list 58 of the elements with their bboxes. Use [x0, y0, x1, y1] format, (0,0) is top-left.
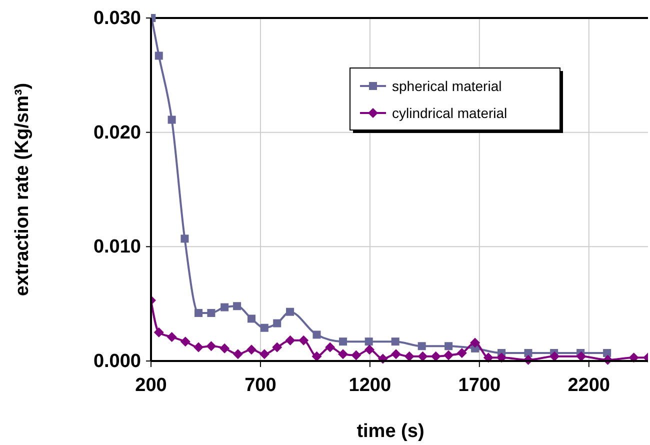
- point: [576, 351, 586, 362]
- point: [285, 335, 296, 346]
- point: [430, 351, 441, 362]
- point: [168, 116, 176, 124]
- x-tick-label: 1200: [348, 375, 392, 396]
- point: [273, 319, 282, 328]
- point: [194, 308, 203, 317]
- point: [206, 341, 216, 352]
- point: [207, 308, 216, 317]
- x-axis-title: time (s): [356, 421, 424, 442]
- point: [550, 351, 560, 362]
- point: [154, 52, 163, 60]
- point: [364, 344, 375, 355]
- point: [444, 350, 454, 360]
- y-axis-title: extraction rate (Kg/sm³): [12, 82, 33, 296]
- point: [260, 324, 268, 332]
- point: [180, 234, 189, 243]
- point: [603, 348, 612, 357]
- point: [351, 350, 362, 360]
- y-tick-label: 0.030: [93, 8, 141, 29]
- x-tick-label: 200: [135, 375, 167, 396]
- point: [166, 332, 177, 342]
- point: [233, 302, 242, 310]
- point: [312, 351, 322, 362]
- point: [220, 343, 230, 354]
- point: [364, 338, 373, 346]
- point: [232, 349, 243, 360]
- y-tick-label: 0.010: [93, 236, 141, 258]
- x-tick-label: 700: [244, 375, 276, 396]
- point: [298, 335, 309, 346]
- legend-label: cylindrical material: [392, 105, 508, 121]
- point: [220, 303, 229, 312]
- y-tick-label: 0.000: [93, 351, 141, 372]
- point: [418, 342, 426, 350]
- x-tick-label: 2200: [568, 375, 610, 396]
- point: [312, 330, 321, 339]
- point: [418, 351, 428, 362]
- point: [456, 348, 467, 358]
- point: [391, 338, 400, 346]
- point: [194, 342, 204, 352]
- point: [390, 349, 401, 360]
- point: [272, 342, 282, 352]
- x-tick-label: 1700: [458, 375, 501, 396]
- point: [259, 349, 270, 360]
- point: [338, 349, 348, 360]
- point: [325, 342, 336, 352]
- y-tick-label: 0.020: [93, 122, 141, 144]
- point: [247, 314, 256, 323]
- point: [180, 336, 190, 347]
- legend-label: spherical material: [392, 78, 502, 94]
- point: [154, 327, 164, 338]
- point: [404, 351, 414, 362]
- point: [339, 338, 348, 346]
- point: [286, 308, 294, 316]
- point: [444, 342, 453, 350]
- point: [524, 348, 532, 357]
- point: [246, 344, 256, 355]
- point: [470, 338, 480, 348]
